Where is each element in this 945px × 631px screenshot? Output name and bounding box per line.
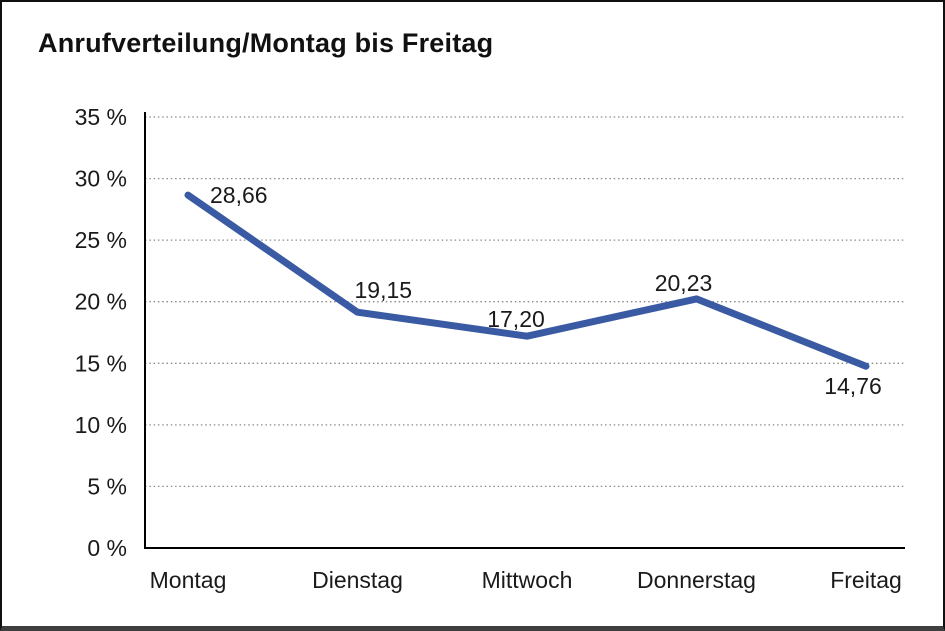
y-axis-tick-label: 10 % xyxy=(75,412,127,438)
data-label: 17,20 xyxy=(487,306,545,332)
y-axis-tick-label: 25 % xyxy=(75,227,127,253)
y-axis-tick-label: 35 % xyxy=(75,104,127,130)
y-axis-tick-label: 5 % xyxy=(87,473,127,499)
chart-title: Anrufverteilung/Montag bis Freitag xyxy=(38,28,494,58)
y-axis-tick-label: 30 % xyxy=(75,166,127,192)
data-line xyxy=(184,191,870,370)
x-axis-category-label: Mittwoch xyxy=(482,567,573,593)
data-label: 28,66 xyxy=(210,182,268,208)
y-axis-tick-label: 20 % xyxy=(75,289,127,315)
x-axis-category-label: Montag xyxy=(150,567,227,593)
x-axis-category-label: Dienstag xyxy=(312,567,403,593)
data-label: 14,76 xyxy=(824,373,882,399)
data-label: 20,23 xyxy=(655,270,713,296)
y-axis-tick-label: 0 % xyxy=(87,535,127,561)
y-axis-tick-label: 15 % xyxy=(75,350,127,376)
x-axis-category-label: Donnerstag xyxy=(637,567,756,593)
x-axis-category-label: Freitag xyxy=(830,567,902,593)
data-label: 19,15 xyxy=(355,277,413,303)
